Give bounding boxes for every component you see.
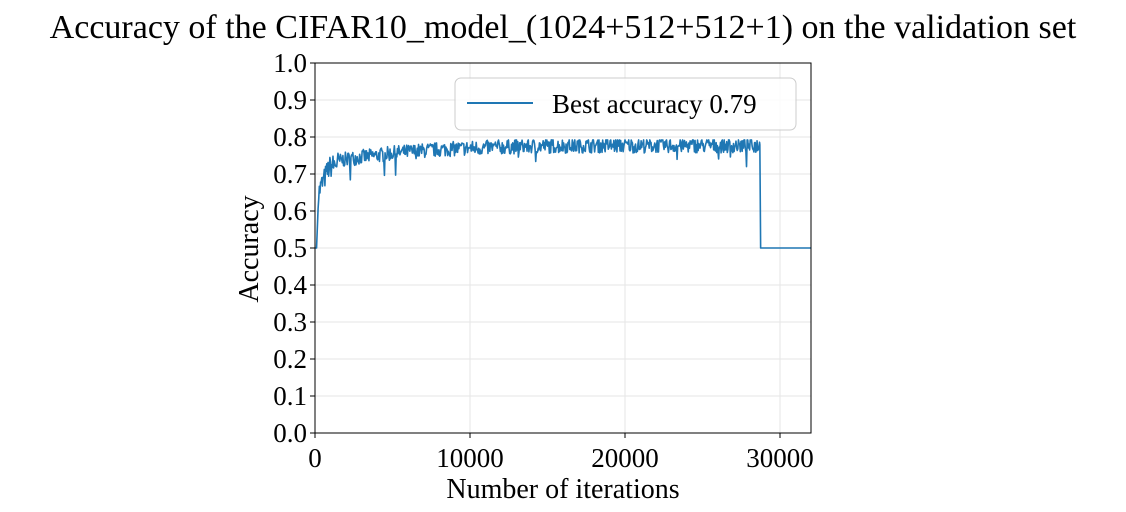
y-tick-label: 0.7 [273,159,307,189]
x-axis-label: Number of iterations [446,474,679,505]
y-tick-label: 0.6 [273,196,307,226]
y-tick-label: 0.0 [273,418,307,448]
y-tick-label: 0.8 [273,122,307,152]
legend-box [454,77,797,131]
y-tick-label: 0.9 [273,85,307,115]
x-tick-label: 30000 [746,443,814,473]
ticks: 0.0 0.1 0.2 0.3 0.4 0.5 0.6 0.7 0.8 0.9 1.0 0 10000 2… [273,48,814,473]
x-tick-label: 0 [308,443,322,473]
x-tick-label: 10000 [436,443,504,473]
y-tick-label: 0.3 [273,307,307,337]
legend-entry-label: Best accuracy 0.79 [552,89,757,119]
series-line-group [315,139,811,249]
y-tick-label: 0.1 [273,381,307,411]
y-tick-label: 0.2 [273,344,307,374]
y-tick-label: 0.4 [273,270,307,300]
y-tick-label: 1.0 [273,48,307,78]
x-tick-label: 20000 [591,443,659,473]
chart-title: Accuracy of the CIFAR10_model_(1024+512+… [50,9,1077,46]
y-tick-label: 0.5 [273,233,307,263]
legend: Best accuracy 0.79 [454,77,797,131]
y-axis-label: Accuracy [234,195,265,302]
series-line [315,139,811,249]
